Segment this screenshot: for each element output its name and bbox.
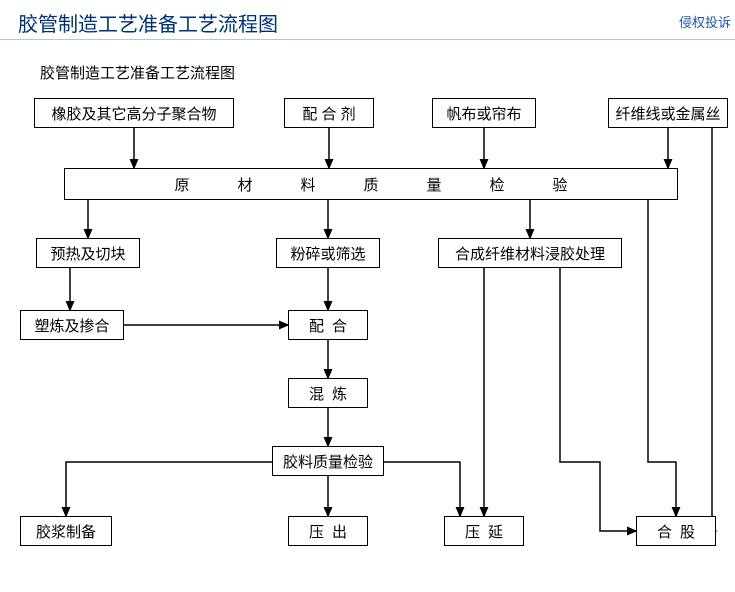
- node-impreg: 合成纤维材料浸胶处理: [438, 238, 622, 268]
- node-slurry: 胶浆制备: [20, 516, 112, 546]
- node-knead: 混炼: [288, 378, 368, 408]
- node-crush: 粉碎或筛选: [276, 238, 380, 268]
- node-extrude: 压出: [288, 516, 368, 546]
- node-preheat: 预热及切块: [36, 238, 140, 268]
- node-mix: 配合: [288, 310, 368, 340]
- flowchart: 橡胶及其它高分子聚合物 配 合 剂 帆布或帘布 纤维线或金属丝原材料质量检验预热及切块…: [0, 0, 735, 592]
- node-fiber: 纤维线或金属丝: [608, 98, 728, 128]
- node-ply: 合股: [636, 516, 716, 546]
- node-rubber: 橡胶及其它高分子聚合物: [34, 98, 234, 128]
- node-qc_mix: 胶料质量检验: [272, 446, 384, 476]
- node-plastify: 塑炼及掺合: [20, 310, 124, 340]
- node-additive: 配 合 剂: [284, 98, 374, 128]
- node-qc_raw: 原材料质量检验: [64, 168, 678, 200]
- node-calender: 压延: [444, 516, 524, 546]
- page-root: 胶管制造工艺准备工艺流程图 侵权投诉 胶管制造工艺准备工艺流程图 橡胶及其它高分…: [0, 0, 735, 592]
- flowchart-arrows: [0, 0, 735, 592]
- node-canvas: 帆布或帘布: [432, 98, 536, 128]
